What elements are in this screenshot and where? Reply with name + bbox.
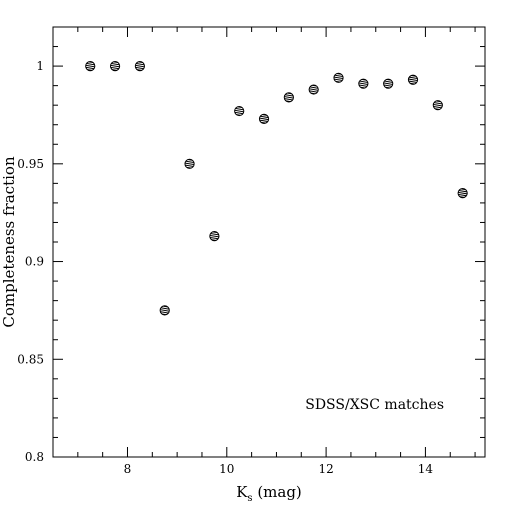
hatch-line xyxy=(358,82,368,86)
hatch-line xyxy=(333,76,344,80)
plot-frame xyxy=(52,26,486,458)
data-point-outline xyxy=(209,231,220,242)
hatch-line xyxy=(209,234,219,238)
data-point-outline xyxy=(258,113,270,124)
data-point xyxy=(432,100,443,111)
data-point-outline xyxy=(234,105,245,117)
data-point-outline xyxy=(358,78,369,89)
hatch-line xyxy=(284,95,294,99)
data-point xyxy=(85,60,96,72)
data-point-outline xyxy=(432,100,443,111)
data-point xyxy=(209,231,220,242)
y-axis-label: Completeness fraction xyxy=(0,156,18,328)
y-tick-label: 0.9 xyxy=(25,255,44,269)
data-point xyxy=(283,92,294,103)
data-point-outline xyxy=(159,305,170,316)
hatch-line xyxy=(408,78,418,82)
hatch-line xyxy=(383,82,393,86)
data-point xyxy=(358,78,369,89)
data-point xyxy=(109,60,121,72)
hatch-line xyxy=(234,109,244,113)
x-tick-label: 8 xyxy=(124,462,132,476)
hatch-line xyxy=(184,162,195,166)
axis-ticks xyxy=(52,26,485,458)
data-point-outline xyxy=(184,158,195,169)
hatch-line xyxy=(458,191,468,195)
data-point xyxy=(333,72,344,83)
x-tick-label: 12 xyxy=(318,462,333,476)
data-point xyxy=(159,305,170,316)
data-point-outline xyxy=(308,84,319,95)
tick-labels: 8 10 12 14 0.8 0.85 0.9 0.95 1 xyxy=(17,59,433,476)
data-point xyxy=(383,78,394,89)
data-point-outline xyxy=(109,60,121,72)
y-tick-label: 0.95 xyxy=(17,157,44,171)
hatch-line xyxy=(309,88,319,92)
x-tick-label: 10 xyxy=(219,462,234,476)
hatch-line xyxy=(433,103,443,107)
hatch-line xyxy=(135,64,145,68)
annotation-label: SDSS/XSC matches xyxy=(305,397,444,413)
data-point-outline xyxy=(457,188,468,199)
data-point xyxy=(134,60,145,72)
x-axis-label-subscript: s xyxy=(247,493,252,504)
x-axis-label: Ks (mag) xyxy=(236,483,302,504)
hatch-line xyxy=(110,64,120,68)
data-point xyxy=(184,158,195,169)
data-point-outline xyxy=(333,72,344,83)
data-point-outline xyxy=(283,92,294,103)
x-axis-label-unit: (mag) xyxy=(253,483,302,501)
hatch-line xyxy=(160,308,170,312)
data-point-outline xyxy=(383,78,394,89)
data-point xyxy=(407,74,419,85)
y-tick-label: 0.8 xyxy=(25,450,44,464)
data-point-outline xyxy=(407,74,419,85)
data-point-outline xyxy=(85,60,96,72)
data-point xyxy=(308,84,319,95)
x-tick-label: 14 xyxy=(418,462,434,476)
y-tick-label: 0.85 xyxy=(17,352,44,366)
data-point-outline xyxy=(134,60,145,72)
data-point xyxy=(234,105,245,117)
data-points xyxy=(85,60,468,316)
x-axis-label-main: K xyxy=(236,483,248,501)
y-tick-label: 1 xyxy=(36,59,44,73)
data-point xyxy=(457,188,468,199)
hatch-line xyxy=(85,64,95,68)
hatch-line xyxy=(259,117,269,121)
data-point xyxy=(258,113,270,124)
